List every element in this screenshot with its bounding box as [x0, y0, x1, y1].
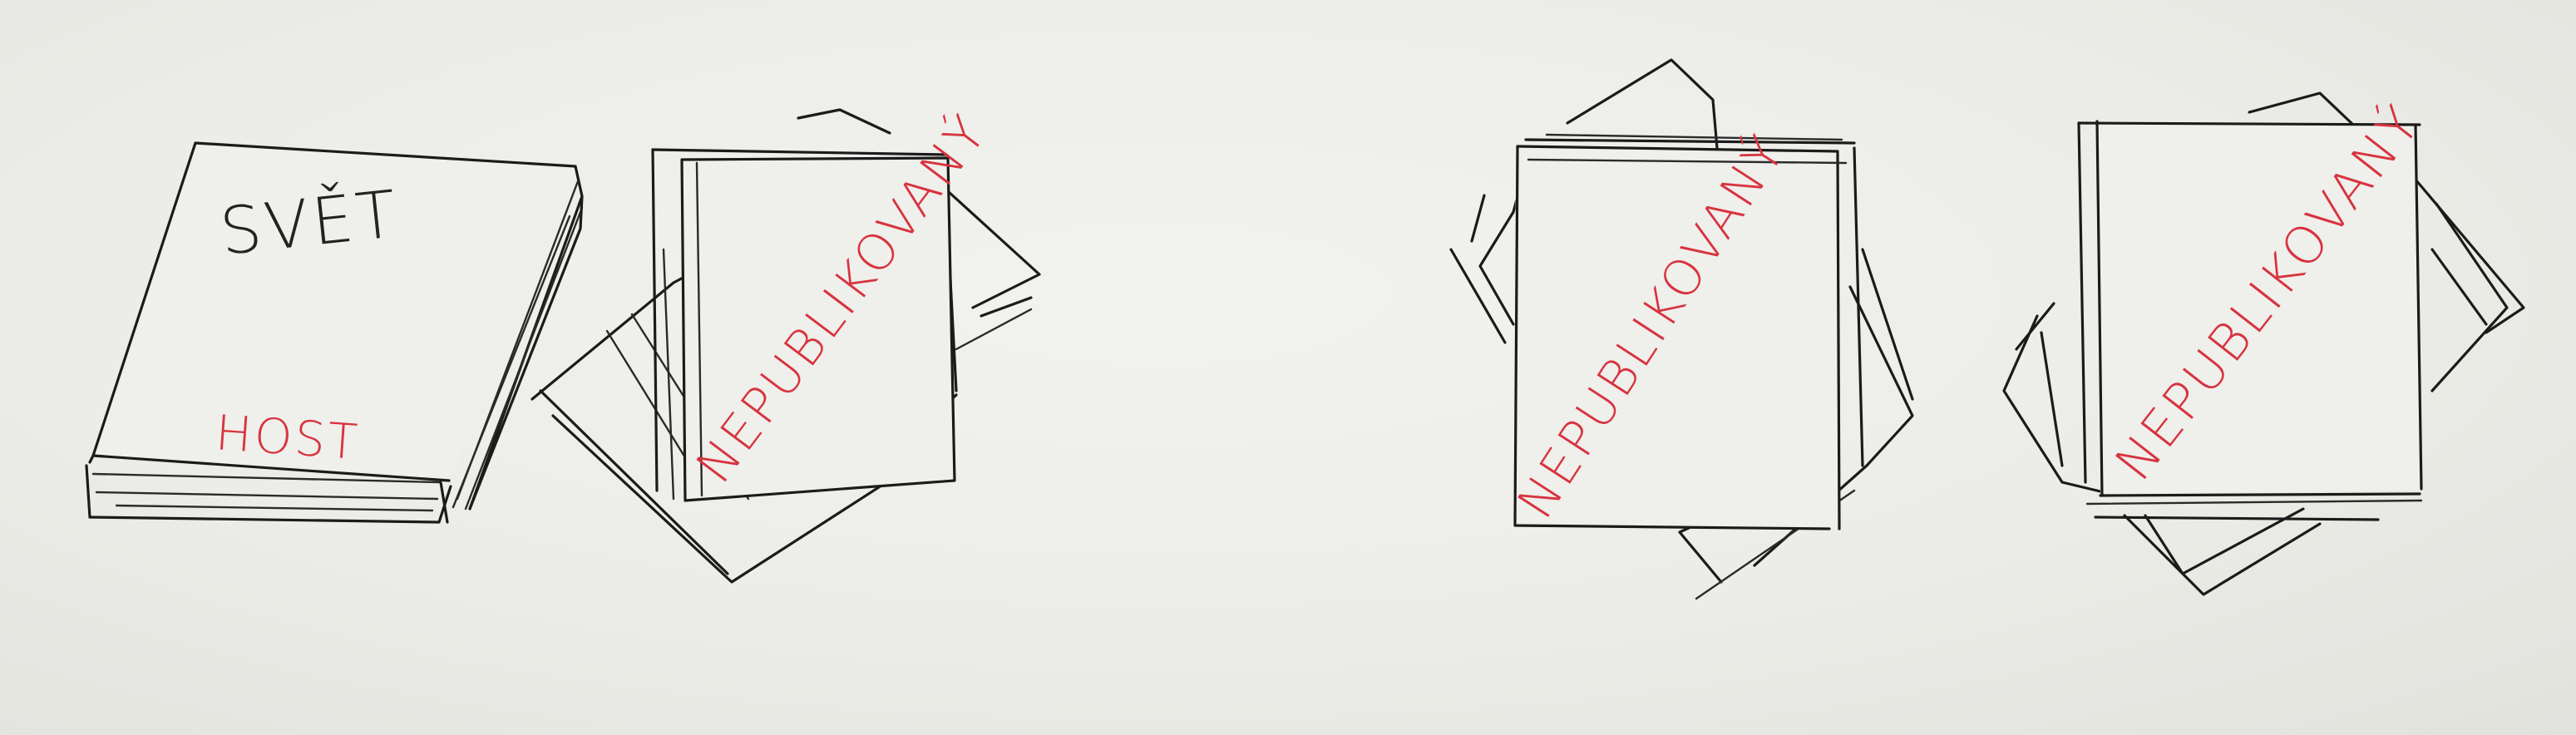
manuscript-stack: NEPUBLIKOVANÝ — [2002, 91, 2525, 596]
manuscript-stack: NEPUBLIKOVANÝ — [530, 103, 1041, 584]
published-book: SVĚT HOST — [85, 141, 584, 524]
publisher-label: HOST — [214, 404, 362, 471]
manuscript-stack: NEPUBLIKOVANÝ — [1449, 58, 1914, 600]
